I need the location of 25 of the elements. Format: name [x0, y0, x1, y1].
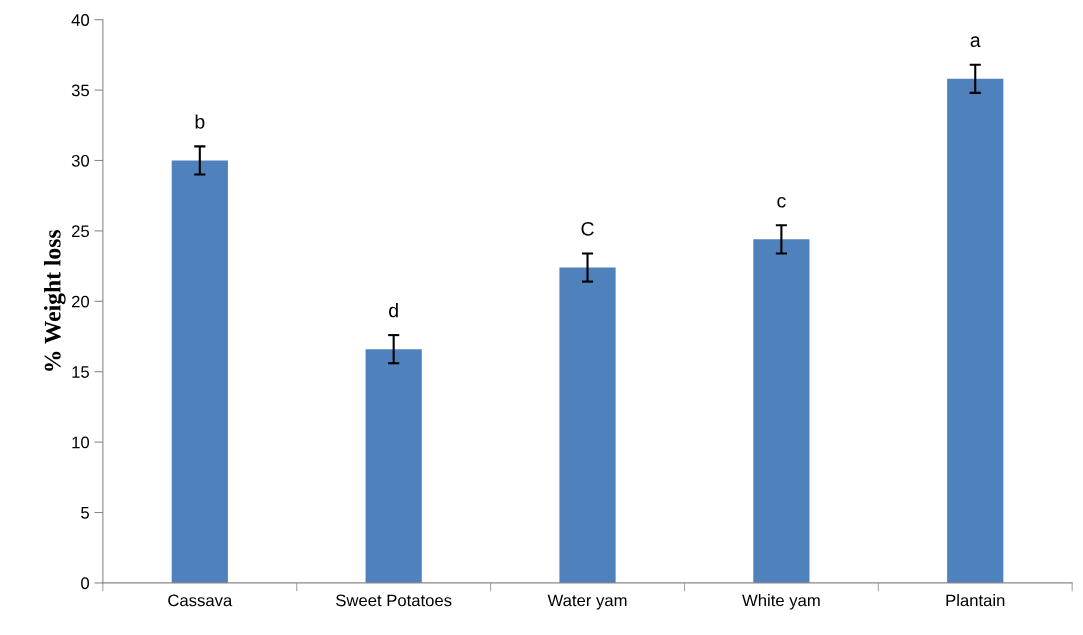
- annotation: b: [195, 114, 205, 129]
- bar: [947, 78, 1004, 583]
- annotation: d: [389, 303, 398, 318]
- bar: [753, 239, 810, 583]
- y-tick-label: 35: [71, 84, 89, 97]
- x-tick-label: Cassava: [168, 594, 233, 607]
- x-tick-label: Plantain: [946, 594, 1005, 607]
- annotation: a: [970, 36, 981, 48]
- y-tick-label: 10: [72, 436, 90, 449]
- y-tick-label: 0: [81, 577, 90, 590]
- bar: [171, 160, 228, 583]
- x-tick-label: Sweet Potatoes: [336, 594, 452, 607]
- y-tick-label: 15: [72, 366, 89, 378]
- annotation: c: [777, 196, 786, 208]
- y-tick-label: 20: [71, 295, 90, 308]
- annotation: C: [581, 221, 594, 236]
- y-axis-title: % Weight loss: [44, 229, 66, 371]
- y-tick-label: 5: [81, 507, 89, 519]
- y-tick-label: 25: [71, 225, 89, 238]
- y-tick-label: 30: [71, 154, 90, 167]
- x-tick-label: White yam: [742, 594, 820, 610]
- x-tick-label: Water yam: [547, 594, 627, 610]
- bar: [559, 267, 616, 583]
- y-tick-label: 40: [71, 14, 90, 26]
- bar: [365, 349, 422, 583]
